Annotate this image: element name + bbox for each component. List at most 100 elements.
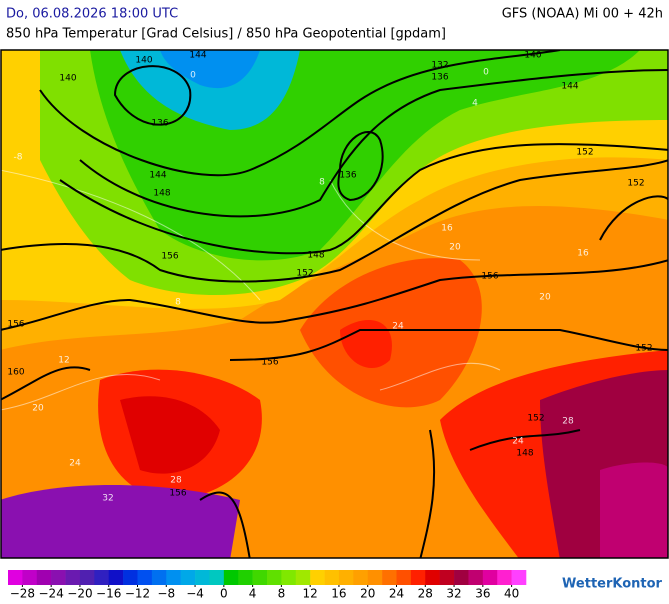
map-frame	[0, 49, 669, 559]
geopotential-label: 144	[189, 51, 206, 61]
colorbar-cell	[137, 570, 153, 585]
colorbar-cell	[151, 570, 167, 585]
temperature-label: 0	[483, 68, 489, 78]
colorbar-cell	[425, 570, 440, 585]
geopotential-label: 152	[635, 344, 652, 354]
colorbar-cell	[310, 570, 325, 585]
colorbar-cell	[223, 570, 239, 585]
colorbar-cell	[252, 570, 268, 585]
colorbar-tick-label: 32	[446, 587, 461, 601]
colorbar-cell	[108, 570, 124, 585]
colorbar-cell	[94, 570, 110, 585]
geopotential-label: 156	[161, 252, 178, 262]
temperature-label: 20	[32, 404, 44, 414]
logo: WetterKontor	[562, 577, 663, 592]
colorbar-tick-label: −24	[39, 587, 64, 601]
colorbar-tick-label: 20	[360, 587, 375, 601]
geopotential-label: 148	[516, 449, 533, 459]
temperature-label: 16	[577, 249, 589, 259]
geopotential-label: 136	[339, 171, 356, 181]
colorbar-cell	[396, 570, 412, 585]
temperature-label: 0	[190, 71, 196, 81]
map	[1, 50, 668, 558]
colorbar-tick-label: 24	[389, 587, 404, 601]
temperature-label: 20	[539, 293, 551, 303]
temperature-label: 28	[562, 417, 574, 427]
header-model: GFS (NOAA) Mi 00 + 42h	[502, 7, 663, 22]
geopotential-label: 148	[307, 251, 324, 261]
geopotential-label: 132	[431, 61, 448, 71]
colorbar-cell	[166, 570, 181, 585]
temperature-label: 16	[441, 224, 453, 234]
colorbar-cell	[79, 570, 95, 585]
colorbar: −28 −24 −20 −16 −12 −8 −4 0 4 8 12 16 20 24 28 32 36 40	[8, 570, 527, 601]
temperature-label: -8	[14, 153, 23, 163]
colorbar-cell	[511, 570, 527, 585]
colorbar-tick-label: 28	[418, 587, 433, 601]
colorbar-cell	[295, 570, 311, 585]
colorbar-cell	[281, 570, 297, 585]
colorbar-cell	[123, 570, 138, 585]
geopotential-label: 152	[527, 414, 544, 424]
temperature-label: 8	[175, 298, 181, 308]
colorbar-cell	[338, 570, 354, 585]
colorbar-tick-label: 12	[303, 587, 318, 601]
geopotential-label: 140	[524, 51, 541, 61]
colorbar-tick-label: −4	[186, 587, 204, 601]
temperature-label: 24	[69, 459, 81, 469]
colorbar-cell	[353, 570, 369, 585]
temperature-label: 24	[512, 437, 524, 447]
geopotential-label: 144	[561, 82, 578, 92]
colorbar-cell	[410, 570, 426, 585]
colorbar-cell	[238, 570, 253, 585]
colorbar-tick-label: −20	[67, 587, 92, 601]
geopotential-label: 136	[151, 119, 168, 129]
colorbar-cell	[51, 570, 66, 585]
geopotential-label: 156	[7, 320, 24, 330]
temperature-label: 12	[58, 356, 69, 366]
geopotential-label: 140	[59, 74, 76, 84]
colorbar-cell	[439, 570, 455, 585]
geopotential-label: 156	[261, 358, 278, 368]
geopotential-label: 136	[431, 73, 448, 83]
temperature-label: 32	[102, 494, 113, 504]
colorbar-tick-label: 0	[220, 587, 228, 601]
colorbar-tick-label: 16	[331, 587, 346, 601]
geopotential-label: 148	[153, 189, 170, 199]
colorbar-tick-label: −12	[125, 587, 150, 601]
colorbar-cell	[65, 570, 81, 585]
colorbar-cell	[8, 570, 23, 585]
colorbar-tick-label: 4	[249, 587, 257, 601]
colorbar-tick-label: 36	[475, 587, 490, 601]
geopotential-label: 156	[481, 272, 498, 282]
colorbar-cell	[482, 570, 498, 585]
colorbar-tick-label: −28	[10, 587, 35, 601]
geopotential-label: 152	[627, 179, 644, 189]
colorbar-tick-label: −16	[96, 587, 121, 601]
colorbar-cell	[324, 570, 340, 585]
geopotential-label: 140	[135, 56, 152, 66]
colorbar-tick-label: 8	[278, 587, 286, 601]
colorbar-cell	[367, 570, 383, 585]
colorbar-cell	[468, 570, 484, 585]
colorbar-cell	[267, 570, 282, 585]
colorbar-cell	[36, 570, 52, 585]
temperature-label: 8	[319, 178, 325, 188]
temperature-label: 24	[392, 322, 404, 332]
geopotential-label: 160	[7, 368, 24, 378]
colorbar-cell	[195, 570, 210, 585]
colorbar-cell	[209, 570, 225, 585]
geopotential-label: 152	[296, 269, 313, 279]
header-subtitle: 850 hPa Temperatur [Grad Celsius] / 850 …	[6, 27, 446, 42]
colorbar-cell	[497, 570, 512, 585]
colorbar-tick-label: −8	[157, 587, 175, 601]
colorbar-cell	[382, 570, 397, 585]
geopotential-label: 152	[576, 148, 593, 158]
temperature-label: 20	[449, 243, 461, 253]
geopotential-label: 156	[169, 489, 186, 499]
colorbar-cell	[22, 570, 38, 585]
geopotential-label: 144	[149, 171, 166, 181]
temperature-label: 4	[472, 99, 478, 109]
temperature-label: 28	[170, 476, 182, 486]
